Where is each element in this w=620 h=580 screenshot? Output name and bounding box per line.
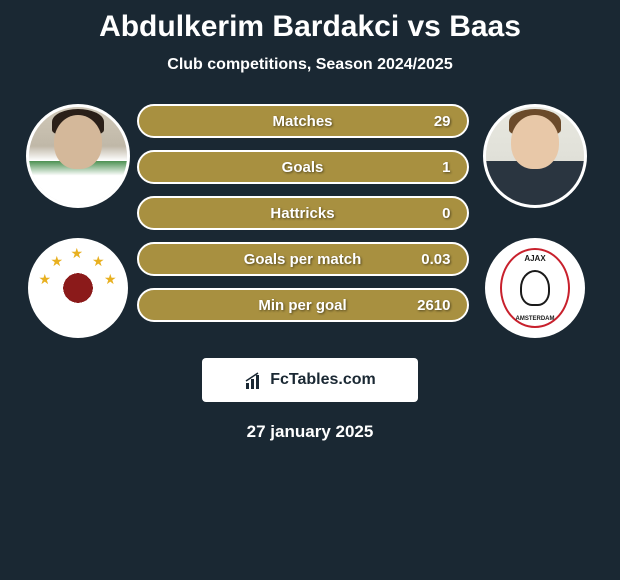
player-right-image [486,107,584,205]
stat-label: Goals [282,159,324,176]
stat-value: 29 [434,113,451,130]
stat-label: Matches [272,113,332,130]
club-left-badge: ★ ★ ★ ★ ★ [28,238,128,338]
stat-value: 2610 [417,297,450,314]
date-label: 27 january 2025 [8,422,612,442]
player-left-avatar [26,104,130,208]
page-title: Abdulkerim Bardakci vs Baas [8,10,612,44]
left-column: ★ ★ ★ ★ ★ [23,104,133,338]
player-left-image [29,107,127,205]
stat-label: Min per goal [258,297,346,314]
ajax-logo: AJAX AMSTERDAM [500,248,570,328]
stats-column: Matches 29 Goals 1 Hattricks 0 Goals per… [133,104,473,322]
right-column: AJAX AMSTERDAM [473,104,598,338]
club-right-badge: AJAX AMSTERDAM [485,238,585,338]
watermark-text: FcTables.com [270,371,376,389]
stat-matches: Matches 29 [137,104,469,138]
stat-min-per-goal: Min per goal 2610 [137,288,469,322]
galatasaray-logo: ★ ★ ★ ★ ★ [43,253,113,323]
stat-label: Goals per match [244,251,362,268]
player-right-avatar [483,104,587,208]
stat-hattricks: Hattricks 0 [137,196,469,230]
main-container: Abdulkerim Bardakci vs Baas Club competi… [0,0,620,452]
subtitle: Club competitions, Season 2024/2025 [8,56,612,74]
stat-value: 1 [442,159,450,176]
ajax-text-top: AJAX [524,254,545,263]
stat-goals: Goals 1 [137,150,469,184]
stat-value: 0.03 [421,251,450,268]
chart-icon [244,371,264,389]
ajax-text-bottom: AMSTERDAM [516,316,555,322]
watermark: FcTables.com [202,358,418,402]
stat-goals-per-match: Goals per match 0.03 [137,242,469,276]
stat-label: Hattricks [270,205,334,222]
content-area: ★ ★ ★ ★ ★ Matches 29 Goals 1 Hattricks 0 [8,104,612,338]
stat-value: 0 [442,205,450,222]
